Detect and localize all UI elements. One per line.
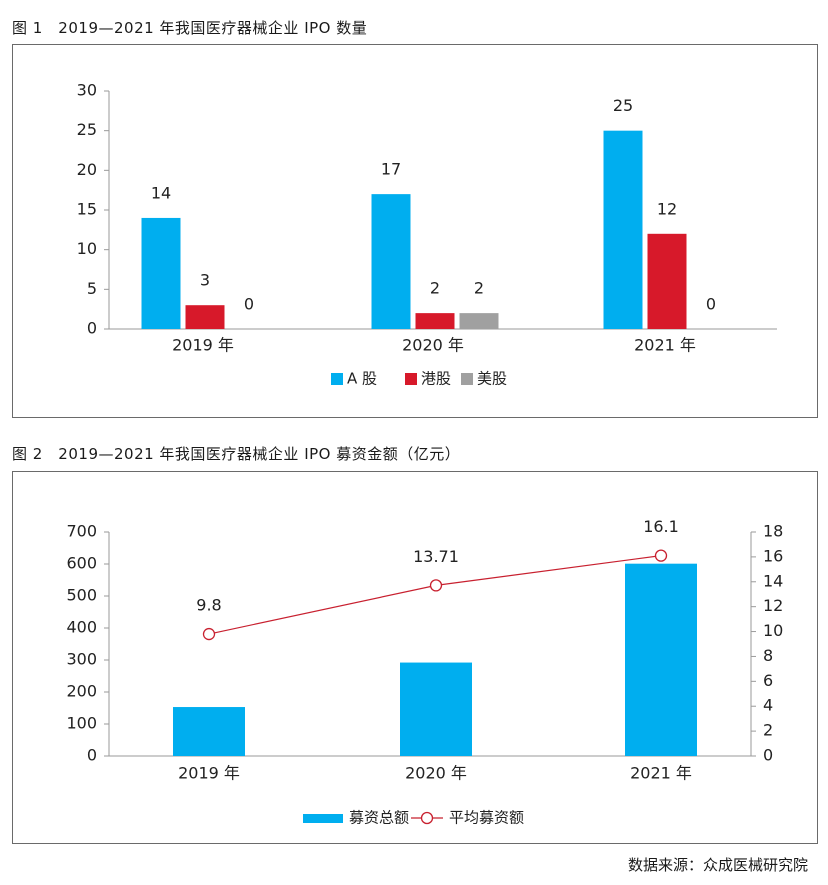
right-y-tick-label: 12 [763,596,783,615]
bar-1-2 [647,233,687,329]
x-category-label: 2020 年 [402,336,464,355]
bar-value-label: 14 [151,183,171,202]
bar-value-label: 0 [706,295,716,314]
y-tick-label: 30 [77,81,97,100]
funding-bar-1 [400,662,472,756]
left-y-tick-label: 600 [66,554,97,573]
left-y-tick-label: 300 [66,650,97,669]
right-y-tick-label: 6 [763,671,773,690]
legend-swatch-bar [303,814,343,823]
right-y-tick-label: 14 [763,571,783,590]
y-tick-label: 25 [77,120,97,139]
right-y-tick-label: 0 [763,746,773,765]
funding-bar-2 [625,563,697,756]
bar-1-1 [415,313,455,329]
legend-swatch [461,373,473,385]
right-y-tick-label: 8 [763,646,773,665]
y-tick-label: 20 [77,160,97,179]
x-category-label: 2021 年 [634,336,696,355]
left-y-tick-label: 400 [66,618,97,637]
average-funding-label: 9.8 [196,596,221,615]
average-funding-point-1 [429,579,443,592]
bar-1-0 [185,305,225,329]
average-funding-point-2 [654,549,668,562]
bar-value-label: 25 [613,96,633,115]
legend-swatch [405,373,417,385]
funding-bar-0 [173,707,245,756]
y-tick-label: 15 [77,200,97,219]
legend-swatch-marker [420,811,434,825]
legend-label: 平均募资额 [449,809,524,827]
right-y-tick-label: 16 [763,546,783,565]
right-y-tick-label: 18 [763,522,783,541]
bar-value-label: 12 [657,199,677,218]
x-category-label: 2021 年 [630,764,692,783]
legend-label: A 股 [347,370,377,388]
left-y-tick-label: 0 [87,746,97,765]
left-y-tick-label: 700 [66,522,97,541]
legend-label: 美股 [477,370,507,388]
ipo-funding-chart: 0 100 200 300 400 500 600 700 0 2 4 6 8 10 12 14 16 18 201… [66,517,783,827]
figure2-title: 图 2 2019—2021 年我国医疗器械企业 IPO 募资金额（亿元） [12,445,461,463]
y-tick-label: 0 [87,319,97,338]
bar-value-label: 3 [200,271,210,290]
x-category-label: 2019 年 [172,336,234,355]
legend-label: 募资总额 [349,809,409,827]
x-category-label: 2020 年 [405,764,467,783]
legend-swatch [331,373,343,385]
right-y-tick-label: 10 [763,621,783,640]
figure1-frame: 0 5 10 15 20 25 30 2019 年 14 3 0 2020 年 17 2 2 2021 年 25… [12,44,818,418]
bar-value-label: 17 [381,160,401,179]
left-y-tick-label: 100 [66,714,97,733]
bar-value-label: 2 [474,279,484,298]
x-category-label: 2019 年 [178,764,240,783]
data-source-note: 数据来源：众成医械研究院 [627,856,808,874]
legend-label: 港股 [421,370,451,388]
bar-value-label: 0 [244,295,254,314]
average-funding-point-0 [202,627,216,641]
bar-0-2 [603,130,643,329]
average-funding-line [208,555,662,635]
right-y-tick-label: 2 [763,721,773,740]
y-tick-label: 10 [77,239,97,258]
figure2-frame: 0 100 200 300 400 500 600 700 0 2 4 6 8 10 12 14 16 18 201… [12,471,818,844]
right-y-tick-label: 4 [763,696,773,715]
figure1-title: 图 1 2019—2021 年我国医疗器械企业 IPO 数量 [12,19,368,37]
average-funding-label: 16.1 [643,517,679,536]
left-y-tick-label: 500 [66,586,97,605]
average-funding-label: 13.71 [413,547,459,566]
bar-2-1 [459,313,499,329]
bar-value-label: 2 [430,279,440,298]
left-y-tick-label: 200 [66,682,97,701]
y-tick-label: 5 [87,279,97,298]
bar-0-1 [371,194,411,329]
bar-0-0 [141,217,181,329]
